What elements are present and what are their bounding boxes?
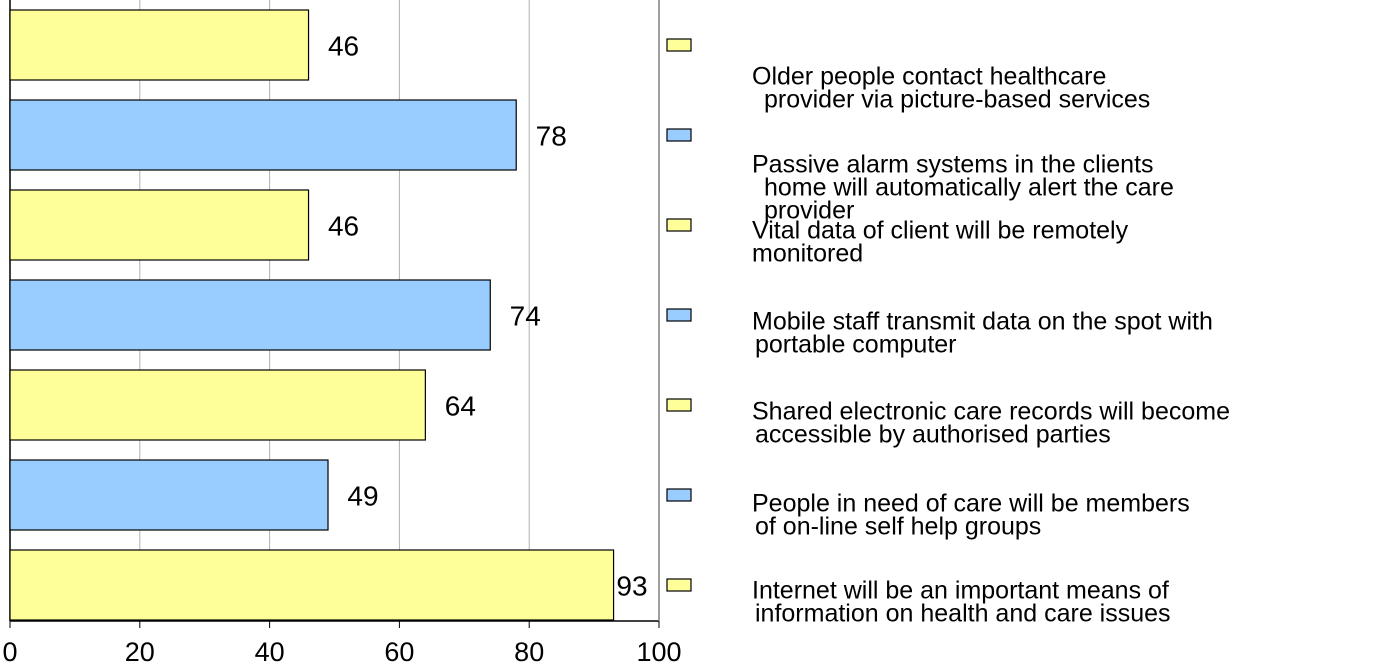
bar [9,99,517,171]
legend-label: portable computer [755,331,957,359]
value-label: 74 [510,300,541,331]
legend-swatch [666,128,692,142]
x-tick-label: 80 [514,637,544,667]
legend-label: Mobile staff transmit data on the spot w… [752,308,1213,336]
legend-swatch [666,488,692,502]
bar [9,549,615,621]
bar [9,279,491,351]
x-tick-label: 60 [384,637,414,667]
legend-label: of on-line self help groups [755,513,1041,541]
legend-label: accessible by authorised parties [755,421,1111,449]
x-tick-label: 0 [2,637,17,667]
legend-swatch [666,398,692,412]
x-tick-label: 20 [125,637,155,667]
legend-label: Internet will be an important means of [752,577,1169,605]
legend-label: monitored [752,240,863,268]
value-label: 46 [328,30,359,61]
value-label: 49 [347,480,378,511]
legend-label: Older people contact healthcare [752,63,1106,91]
x-tick-label: 100 [636,637,681,667]
bar [9,9,310,81]
legend-label: Shared electronic care records will beco… [752,398,1230,426]
value-label: 46 [328,210,359,241]
bar [9,189,310,261]
value-label: 93 [616,570,647,601]
legend-swatch [666,308,692,322]
value-label: 78 [536,120,567,151]
x-tick-label: 40 [255,637,285,667]
legend-label: home will automatically alert the care [764,174,1174,202]
legend-swatch [666,38,692,52]
legend-label: provider via picture-based services [764,86,1150,114]
bar [9,369,426,441]
legend-swatch [666,218,692,232]
legend-swatch [666,578,692,592]
legend-label: Passive alarm systems in the clients [752,151,1154,179]
legend-label: People in need of care will be members [752,490,1190,518]
legend-label: provider [764,197,854,225]
legend-label: Vital data of client will be remotely [752,217,1129,245]
value-label: 64 [445,390,476,421]
bar [9,459,329,531]
legend-label: information on health and care issues [755,600,1171,628]
